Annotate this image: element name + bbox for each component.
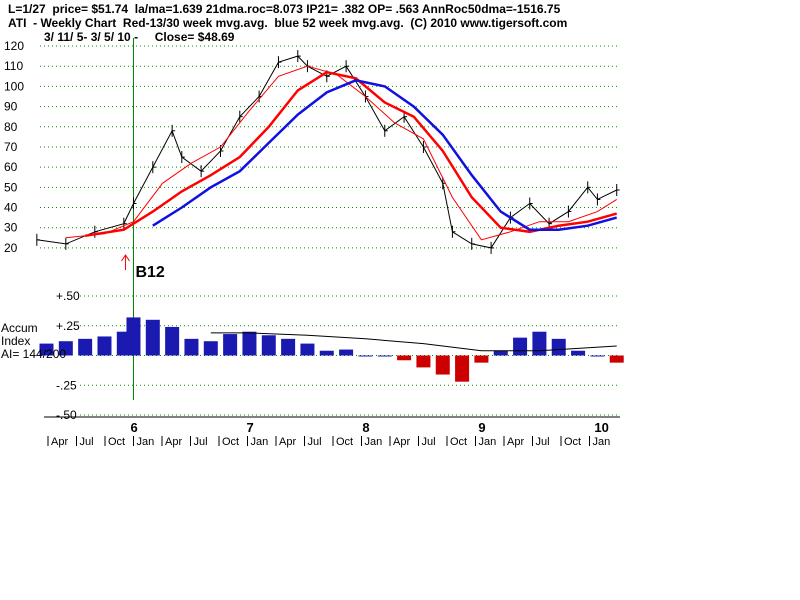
accum-bar xyxy=(532,331,547,356)
accum-ma-line xyxy=(210,332,617,352)
month-label: Jul xyxy=(422,436,436,448)
month-label: Jan xyxy=(479,436,497,448)
accum-label-line-1: Accum xyxy=(1,321,38,335)
month-label: Jul xyxy=(80,436,94,448)
accum-bar xyxy=(377,355,392,357)
month-label: Apr xyxy=(393,436,410,448)
month-label: Jul xyxy=(308,436,322,448)
month-label: Apr xyxy=(507,436,524,448)
accum-bar xyxy=(165,326,180,356)
price-tick-label: 40 xyxy=(4,201,18,215)
month-label: Jan xyxy=(251,436,269,448)
price-tick-label: 80 xyxy=(4,120,18,134)
year-label: 8 xyxy=(362,420,369,435)
month-label: Jul xyxy=(194,436,208,448)
accum-bar xyxy=(435,355,450,375)
accum-bar xyxy=(78,338,93,356)
accum-bar xyxy=(300,343,315,356)
accum-bar xyxy=(223,334,238,356)
price-tick-label: 50 xyxy=(4,180,18,194)
month-label: Apr xyxy=(165,436,182,448)
series-line-1 xyxy=(65,65,617,241)
series-line-3 xyxy=(152,78,618,231)
accum-bar xyxy=(609,355,624,363)
accum-bar xyxy=(97,336,112,356)
accum-bar xyxy=(339,349,354,356)
year-label: 6 xyxy=(130,420,137,435)
month-label: Oct xyxy=(450,436,467,448)
accum-bar xyxy=(416,355,431,368)
price-tick-label: 30 xyxy=(4,221,18,235)
price-chart: 20 30 40 50 60 70 80 90 100 110 120 B12 xyxy=(4,38,620,400)
price-tick-label: 110 xyxy=(4,59,23,73)
accum-bar xyxy=(319,350,334,356)
header-chart-description: ATI - Weekly Chart Red-13/30 week mvg.av… xyxy=(8,16,568,30)
signal-arrow-head xyxy=(121,254,130,262)
accum-bar xyxy=(474,355,489,363)
header-date-range: 3/ 11/ 5- 3/ 5/ 10 - Close= $48.69 xyxy=(44,30,235,44)
year-label: 9 xyxy=(478,420,485,435)
accum-bar xyxy=(126,317,141,356)
month-label: Oct xyxy=(222,436,239,448)
x-axis: 6 7 8 9 10 Apr Jul Oct Jan Apr Jul Oct Jan Apr Jul Oct J… xyxy=(44,416,620,448)
accum-label-line-3: AI= 144/200 xyxy=(1,347,66,361)
accum-bar xyxy=(358,355,373,357)
accum-bar xyxy=(39,343,54,356)
accum-bar xyxy=(261,335,276,356)
accum-tick-label: -.25 xyxy=(56,378,77,392)
month-label: Jan xyxy=(137,436,155,448)
accum-bar xyxy=(590,355,605,357)
price-tick-label: 70 xyxy=(4,140,18,154)
accum-bar xyxy=(145,319,160,356)
price-tick-label: 120 xyxy=(4,39,24,53)
month-label: Oct xyxy=(564,436,581,448)
accum-bar xyxy=(242,331,257,356)
header-stats-line: L=1/27 price= $51.74 la/ma=1.639 21dma.r… xyxy=(8,2,561,16)
month-label: Apr xyxy=(279,436,296,448)
accum-tick-label: +.50 xyxy=(56,289,80,303)
accum-bar xyxy=(58,341,73,356)
accum-bar xyxy=(184,338,199,356)
accum-bar xyxy=(203,341,218,356)
accum-bar xyxy=(571,350,586,356)
accum-index-chart: +.50 +.25 -.25 -.50 xyxy=(39,289,624,422)
accum-bar xyxy=(455,355,470,382)
month-label: Jan xyxy=(593,436,611,448)
year-label: 10 xyxy=(594,420,608,435)
accum-tick-label: -.50 xyxy=(56,408,77,422)
accum-bar xyxy=(397,355,412,361)
accum-bar xyxy=(493,350,508,356)
price-tick-label: 90 xyxy=(4,100,18,114)
month-label: Oct xyxy=(336,436,353,448)
accum-bar xyxy=(551,338,566,356)
accum-bar xyxy=(281,338,296,356)
series-line-0 xyxy=(36,55,617,249)
series-line-2 xyxy=(84,70,618,238)
month-label: Oct xyxy=(108,436,125,448)
year-label: 7 xyxy=(246,420,253,435)
signal-label: B12 xyxy=(135,264,164,281)
accum-label-line-2: Index xyxy=(1,334,30,348)
grid-lines xyxy=(40,45,618,416)
month-label: Apr xyxy=(51,436,68,448)
month-label: Jul xyxy=(536,436,550,448)
month-label: Jan xyxy=(365,436,383,448)
price-tick-label: 20 xyxy=(4,241,18,255)
accum-bar xyxy=(513,337,528,356)
accum-index-label: Accum Index AI= 144/200 xyxy=(1,321,66,361)
price-tick-label: 60 xyxy=(4,160,18,174)
accum-tick-label: +.25 xyxy=(56,319,80,333)
price-tick-label: 100 xyxy=(4,79,24,93)
